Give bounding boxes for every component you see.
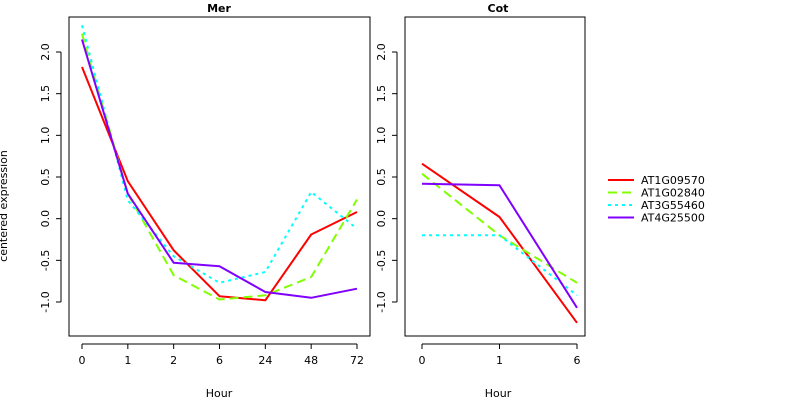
cot-lines xyxy=(421,162,578,324)
mer-plot-box xyxy=(68,16,371,337)
mer-y-tick-label: 1.5 xyxy=(39,85,52,103)
shared-y-axis-label: centered expression xyxy=(0,150,10,262)
cot-axes: 0 1 6 -1.0 -0.5 0.0 0.5 1.0 1.5 2.0 xyxy=(375,43,581,367)
mer-y-tick-label: -1.0 xyxy=(39,291,52,312)
cot-y-tick-label: 2.0 xyxy=(375,43,388,61)
cot-plot-box xyxy=(404,16,586,337)
mer-series-line xyxy=(81,66,358,302)
mer-series-line xyxy=(81,39,358,299)
cot-y-tick-label: -1.0 xyxy=(375,291,388,312)
cot-x-axis-label: Hour xyxy=(485,387,512,400)
cot-y-tick-label: 0.5 xyxy=(375,168,388,186)
mer-y-tick-label: 1.0 xyxy=(39,127,52,145)
mer-x-tick-label: 24 xyxy=(258,354,272,367)
mer-x-tick-label: 1 xyxy=(124,354,131,367)
panel-cot: Cot Hour 0 1 6 -1.0 -0.5 0.0 0.5 1.0 1.5 2.0 xyxy=(375,2,586,400)
mer-x-tick-label: 0 xyxy=(79,354,86,367)
mer-series-line xyxy=(81,33,358,301)
cot-series-line xyxy=(421,162,578,324)
mer-lines xyxy=(81,25,358,302)
cot-x-tick-label: 0 xyxy=(419,354,426,367)
mer-series-line xyxy=(81,25,358,284)
cot-y-tick-label: 1.5 xyxy=(375,85,388,103)
panel-mer: Mer Hour 0 1 2 6 24 48 72 -1.0 -0.5 0.0 0.5 1.0 1.5 2… xyxy=(39,2,371,400)
cot-series-line xyxy=(421,182,578,309)
mer-y-tick-label: 0.0 xyxy=(39,210,52,228)
mer-x-tick-label: 6 xyxy=(216,354,223,367)
legend-label: AT4G25500 xyxy=(641,212,705,225)
mer-x-tick-label: 72 xyxy=(350,354,364,367)
cot-x-tick-label: 6 xyxy=(574,354,581,367)
mer-title: Mer xyxy=(207,2,231,15)
cot-series-line xyxy=(422,234,578,297)
cot-y-tick-label: 0.0 xyxy=(375,210,388,228)
mer-y-tick-label: 0.5 xyxy=(39,168,52,186)
cot-series-line xyxy=(421,172,578,284)
legend-label: AT1G02840 xyxy=(641,187,705,200)
mer-axes: 0 1 2 6 24 48 72 -1.0 -0.5 0.0 0.5 1.0 1.5 2.0 xyxy=(39,43,364,367)
mer-x-tick-label: 2 xyxy=(170,354,177,367)
cot-title: Cot xyxy=(488,2,509,15)
legend-label: AT1G09570 xyxy=(641,174,705,187)
cot-x-tick-label: 1 xyxy=(496,354,503,367)
mer-x-axis-label: Hour xyxy=(206,387,233,400)
legend-label: AT3G55460 xyxy=(641,199,705,212)
cot-y-tick-label: 1.0 xyxy=(375,127,388,145)
mer-x-tick-label: 48 xyxy=(304,354,318,367)
mer-y-tick-label: -0.5 xyxy=(39,250,52,271)
cot-y-tick-label: -0.5 xyxy=(375,250,388,271)
mer-y-tick-label: 2.0 xyxy=(39,43,52,61)
